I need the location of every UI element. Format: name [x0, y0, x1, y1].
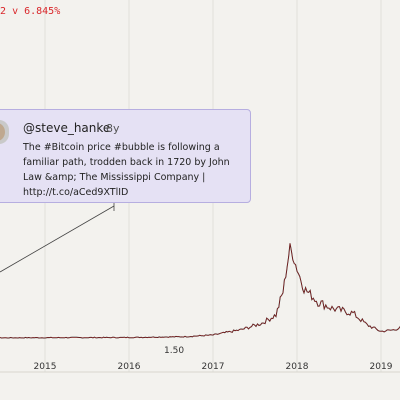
avatar [0, 120, 9, 144]
price-line-highlight [0, 243, 400, 339]
tweet-handle[interactable]: @steve_hanke [23, 121, 111, 135]
tweet-age: 8y [106, 122, 120, 135]
x-tick-label: 2018 [286, 362, 309, 372]
header-value: 2 v 6.845% [0, 6, 60, 17]
annotation-connector [0, 205, 115, 273]
change-percent: v 6.845% [12, 6, 61, 17]
chart-header: 2 v 6.845% [0, 0, 400, 30]
tweet-text: The #Bitcoin price #bubble is following … [23, 142, 230, 198]
header-value-prefix: 2 [0, 6, 7, 17]
price-line [0, 243, 400, 339]
x-axis-ticks: 2015 2016 2017 2018 2019 [34, 362, 393, 372]
x-tick-label: 2015 [34, 362, 57, 372]
tweet-annotation[interactable]: @steve_hanke 8y The #Bitcoin price #bubb… [0, 109, 251, 203]
x-tick-label: 2016 [118, 362, 141, 372]
price-label: 1.50 [164, 346, 184, 356]
x-tick-label: 2017 [202, 362, 225, 372]
x-tick-label: 2019 [370, 362, 393, 372]
